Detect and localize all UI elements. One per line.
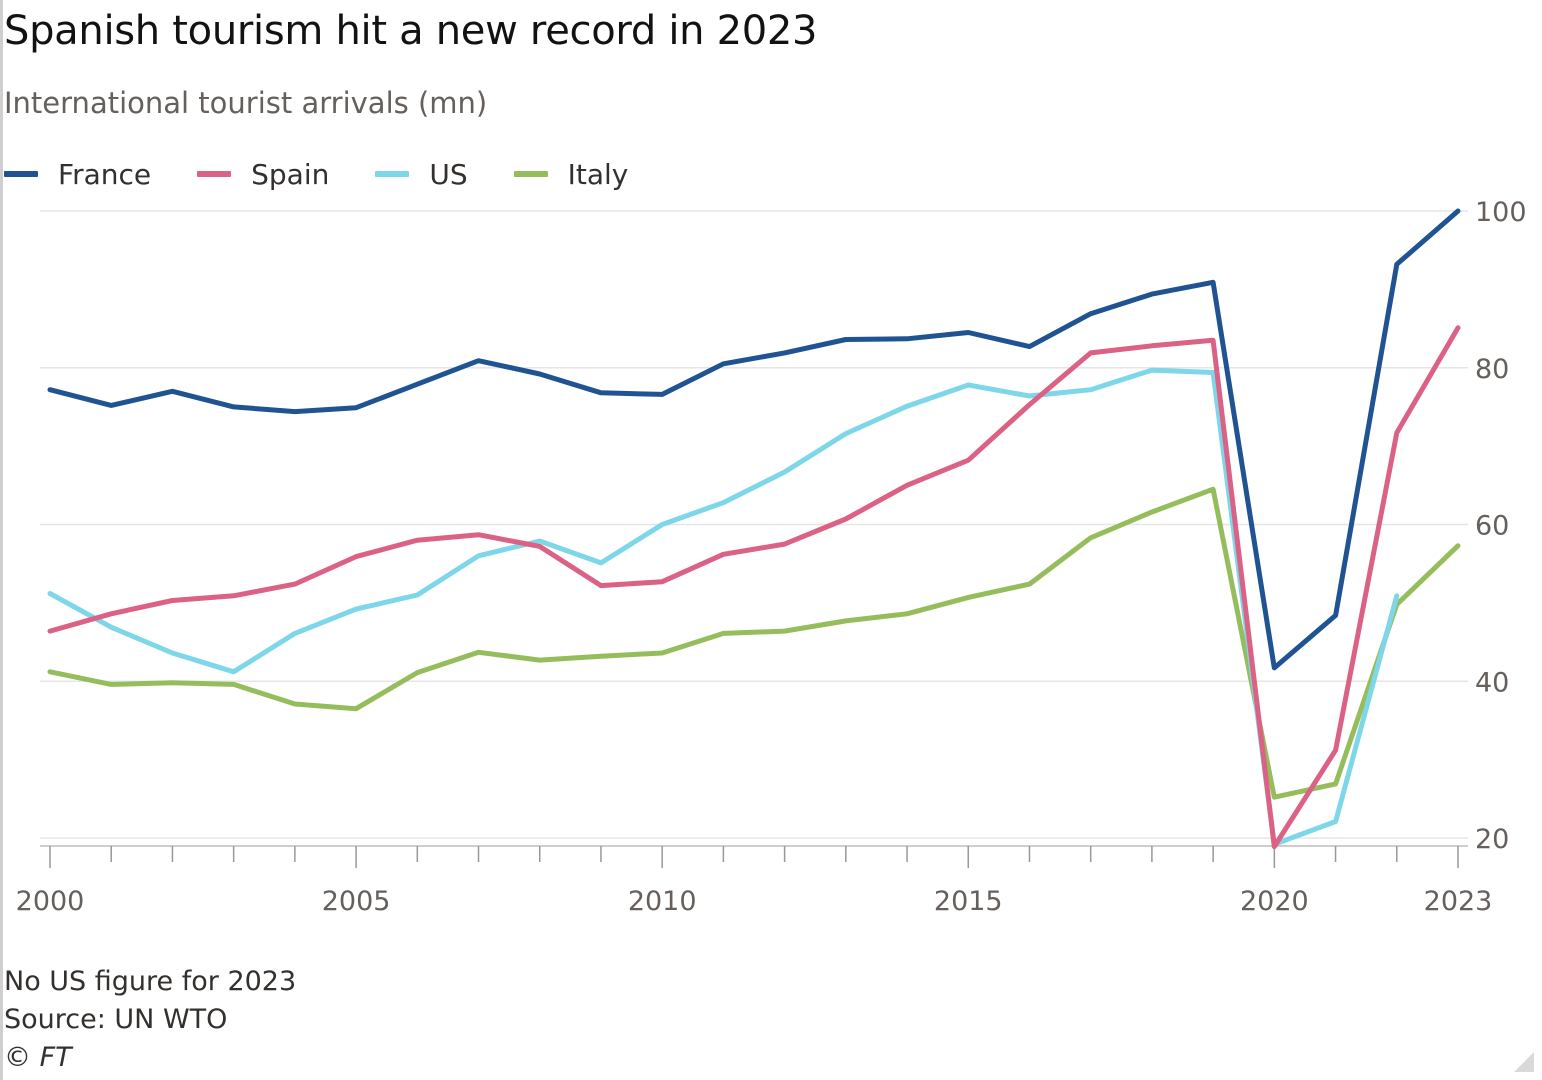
legend-swatch-france <box>4 171 38 177</box>
y-tick-label: 40 <box>1475 667 1509 698</box>
x-tick-label: 2015 <box>934 886 1003 917</box>
legend-label-italy: Italy <box>567 157 629 191</box>
legend-label-france: France <box>58 157 152 191</box>
x-tick-label: 2000 <box>16 886 85 917</box>
legend-item-spain: Spain <box>197 158 329 191</box>
legend-item-italy: Italy <box>513 157 629 191</box>
chart-title: Spanish tourism hit a new record in 2023 <box>4 8 818 54</box>
y-tick-label: 20 <box>1475 824 1509 855</box>
legend-label-spain: Spain <box>251 157 330 191</box>
y-tick-label: 100 <box>1475 197 1527 228</box>
resize-corner-icon <box>1514 1052 1534 1072</box>
legend-swatch-us <box>375 171 410 177</box>
x-tick-label: 2023 <box>1424 886 1493 917</box>
chart-legend: France Spain US Italy <box>4 156 674 192</box>
y-tick-label: 80 <box>1475 354 1509 385</box>
legend-swatch-italy <box>513 171 548 177</box>
series-line-spain <box>47 325 1461 850</box>
legend-label-us: US <box>429 157 468 191</box>
left-edge-rule <box>0 0 3 1080</box>
legend-swatch-spain <box>197 171 232 177</box>
legend-item-us: US <box>375 157 468 191</box>
line-chart: 20 40 60 80 100 2000 2005 2010 2015 2020 2023 <box>16 197 1527 917</box>
copyright-note: © FT <box>4 1042 72 1073</box>
x-tick-label: 2005 <box>322 886 391 917</box>
x-tick-label: 2020 <box>1240 886 1309 917</box>
legend-item-france: France <box>4 158 151 191</box>
series-line-italy <box>47 486 1461 800</box>
y-tick-label: 60 <box>1475 511 1509 542</box>
chart-subtitle: International tourist arrivals (mn) <box>4 86 488 120</box>
source-note: Source: UN WTO <box>4 1004 228 1035</box>
x-tick-label: 2010 <box>628 886 697 917</box>
footnote-note: No US figure for 2023 <box>4 966 297 997</box>
series-line-france <box>47 208 1461 671</box>
series-line-us <box>47 367 1400 847</box>
